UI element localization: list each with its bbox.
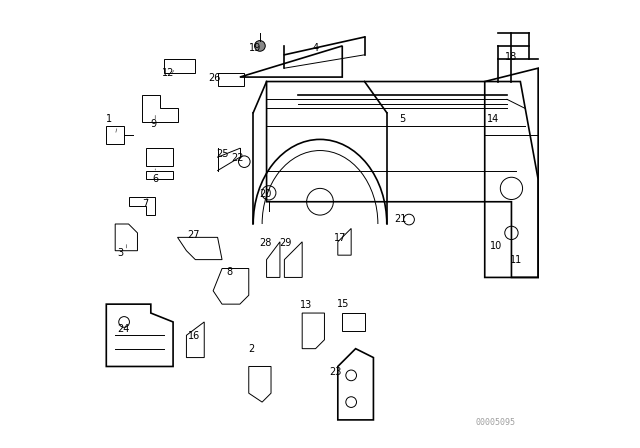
Text: 6: 6 [152,174,158,185]
Text: 24: 24 [117,323,129,334]
Text: 28: 28 [259,238,272,248]
Circle shape [255,41,265,51]
Text: 14: 14 [486,114,499,125]
Text: 9: 9 [150,119,156,129]
Text: 1: 1 [106,114,111,125]
Text: 7: 7 [142,199,148,209]
Text: 25: 25 [217,149,229,159]
Text: 3: 3 [118,248,124,258]
Text: 8: 8 [226,267,232,276]
Text: 17: 17 [334,233,346,243]
Text: 27: 27 [187,230,200,240]
Text: 26: 26 [208,73,221,83]
Text: 15: 15 [337,299,350,309]
Text: 22: 22 [232,153,244,163]
Text: 29: 29 [279,238,291,248]
Text: 16: 16 [188,331,200,341]
Text: 10: 10 [490,241,502,251]
Text: 00005095: 00005095 [476,418,516,426]
Text: 20: 20 [259,189,272,199]
Text: 4: 4 [312,43,319,53]
Text: 19: 19 [250,43,262,53]
Text: 12: 12 [161,68,174,78]
Text: 2: 2 [248,344,254,353]
Text: 5: 5 [399,114,406,125]
Text: 18: 18 [506,52,518,62]
Text: 23: 23 [330,367,342,377]
Text: 13: 13 [300,300,312,310]
Text: 21: 21 [394,214,406,224]
Text: 11: 11 [510,254,522,265]
